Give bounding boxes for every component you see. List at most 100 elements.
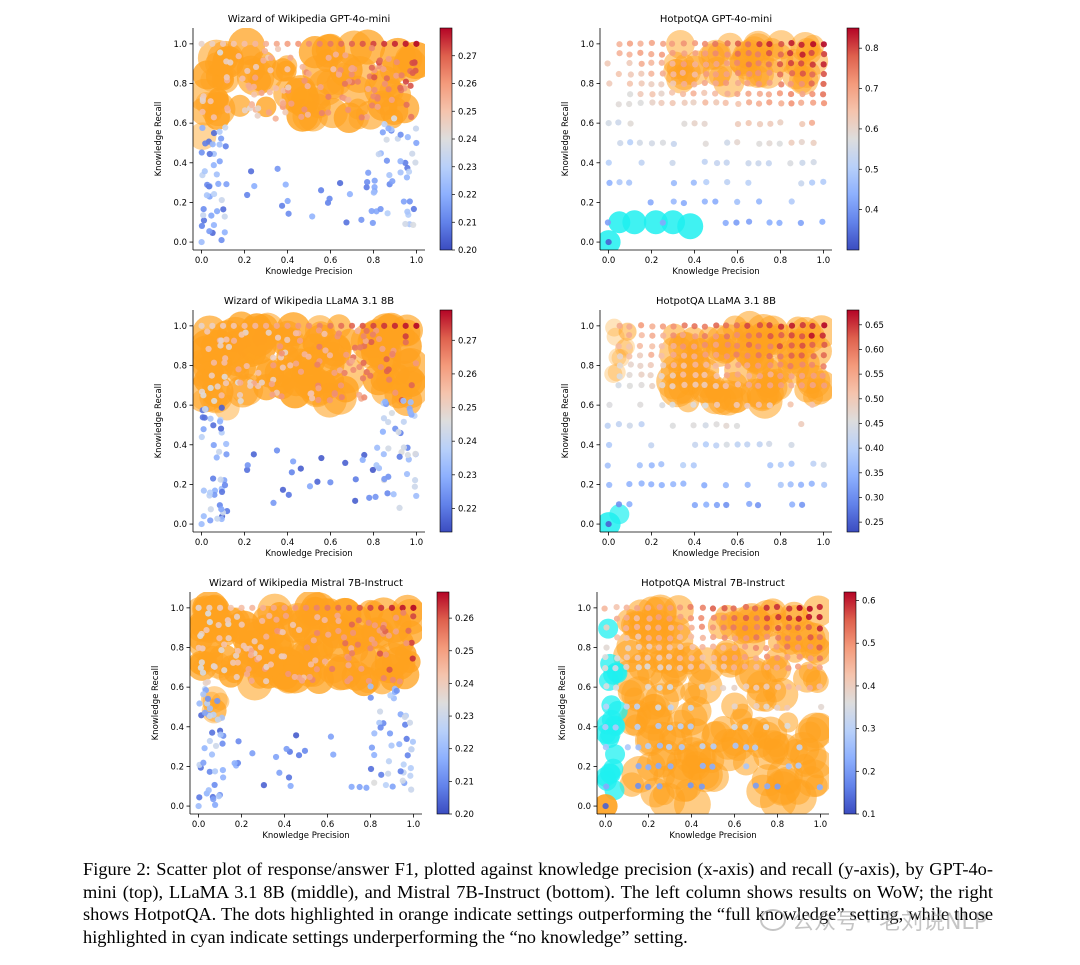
data-point [720,644,727,651]
data-point [798,382,805,389]
chart-panel: 0.0 0.2 0.4 0.6 0.8 1.0 0.0 0.2 0.4 0.6 0.8 1.0 Wiza… [154,14,477,277]
data-point [701,371,708,379]
data-point [605,159,612,166]
data-point [285,210,292,217]
data-point [745,160,752,167]
data-point [206,705,214,712]
data-point [724,51,731,58]
highlight-halo [336,30,373,67]
data-point [247,382,254,389]
data-point [606,481,613,489]
data-point [742,723,749,731]
data-point [741,653,748,661]
highlight-halo [677,213,704,240]
highlight-halo [280,603,316,638]
data-point [723,159,730,166]
colorbar [439,309,453,533]
data-point [676,664,684,672]
data-point [649,332,656,339]
data-point [744,441,751,448]
y-tick-label: 0.2 [173,198,187,208]
data-point [723,71,730,78]
colorbar-tick-label: 0.5 [865,165,879,175]
data-point [238,331,245,338]
highlight-halo [228,94,251,117]
data-point [345,604,353,611]
data-point [342,459,349,466]
data-point [698,614,705,622]
y-tick-label: 0.2 [170,762,184,772]
data-point [215,448,223,455]
data-point [702,50,709,57]
data-point [200,487,207,494]
data-point [208,212,215,219]
data-point [384,210,391,217]
data-point [809,71,816,78]
data-point [222,143,229,150]
data-point [734,59,741,66]
data-point [367,604,374,611]
data-point [292,360,300,367]
data-point [723,353,730,360]
data-point [316,343,323,350]
data-point [670,198,677,205]
data-point [712,362,719,370]
data-point [821,341,828,348]
data-point [752,744,759,751]
data-point [712,382,719,390]
highlight-halo [252,605,282,635]
data-point [763,664,771,671]
data-point [775,614,782,621]
data-point [227,604,234,611]
colorbar-tick-label: 0.6 [862,597,876,607]
data-point [301,77,308,84]
data-point [753,663,760,671]
data-point [407,765,414,772]
data-point [777,481,784,488]
data-point [670,80,677,87]
data-point [221,641,228,648]
data-point [676,655,683,662]
data-point [614,634,621,641]
data-point [659,402,666,409]
data-point [670,71,677,78]
data-point [606,80,613,87]
data-point [765,91,772,98]
data-point [223,440,230,448]
data-point [326,397,333,404]
data-point [615,382,622,389]
y-tick-label: 0.8 [580,80,594,90]
data-point [676,634,683,641]
data-point [206,618,213,626]
data-point [244,462,251,469]
data-point [701,323,708,330]
data-point [745,61,752,68]
highlight-halo [803,386,824,407]
data-point [397,158,404,165]
data-point [351,344,359,351]
data-point [284,66,291,73]
data-point [649,382,656,390]
data-point [372,493,379,500]
data-point [402,322,409,329]
highlight-halo [643,210,668,235]
data-point [206,183,213,190]
data-point [336,367,344,374]
data-point [206,604,213,611]
data-point [223,74,230,81]
y-axis-label: Knowledge Recall [558,666,568,741]
data-point [216,128,223,135]
data-point [638,70,645,77]
data-point [713,99,720,106]
data-point [305,40,313,47]
data-point [377,724,384,731]
data-point [223,451,230,458]
data-point [287,54,294,61]
data-point [776,219,783,226]
data-point [666,724,674,731]
data-point [267,54,275,62]
data-point [411,483,418,490]
data-point [636,139,643,146]
data-point [808,332,815,339]
data-point [380,624,387,632]
